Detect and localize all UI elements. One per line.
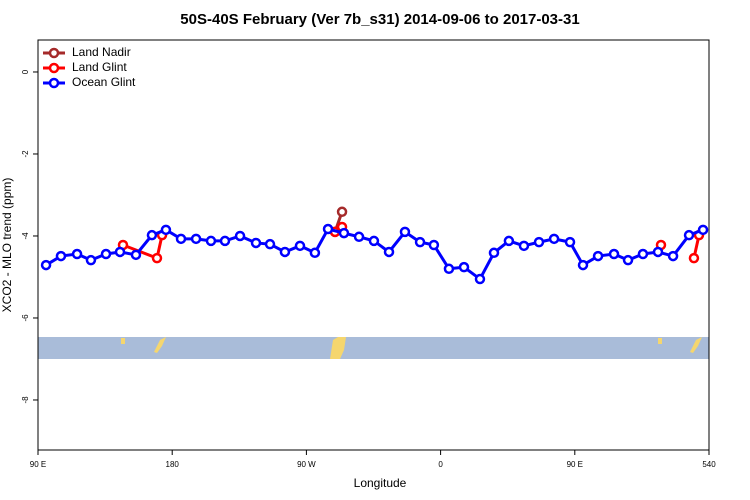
data-point (160, 224, 172, 236)
plot-frame (37, 39, 710, 451)
data-point (146, 229, 158, 241)
legend-marker (48, 47, 60, 59)
data-point (428, 239, 440, 251)
data-point (114, 246, 126, 258)
legend-label: Ocean Glint (72, 75, 136, 89)
data-point (592, 250, 604, 262)
data-point (383, 246, 395, 258)
y-axis-label: XCO2 - MLO trend (ppm) (0, 178, 14, 313)
legend-marker (48, 77, 60, 89)
data-point (652, 246, 664, 258)
data-point (338, 227, 350, 239)
data-point (250, 237, 262, 249)
data-point (205, 235, 217, 247)
legend-marker (48, 62, 60, 74)
data-point (474, 273, 486, 285)
data-point (622, 254, 634, 266)
x-tick-label: 540 (702, 460, 716, 469)
data-point (336, 206, 348, 218)
data-point (309, 247, 321, 259)
data-point (533, 236, 545, 248)
data-point (219, 235, 231, 247)
chart-title: 50S-40S February (Ver 7b_s31) 2014-09-06… (180, 11, 579, 28)
x-tick-label: 180 (166, 460, 180, 469)
data-point (488, 247, 500, 259)
data-point (399, 226, 411, 238)
data-point (151, 252, 163, 264)
data-point (458, 261, 470, 273)
legend-label: Land Glint (72, 60, 127, 74)
data-point (667, 250, 679, 262)
data-point (55, 250, 67, 262)
data-point (443, 263, 455, 275)
data-point (577, 259, 589, 271)
data-point (414, 236, 426, 248)
legend-label: Land Nadir (72, 45, 131, 59)
data-point (518, 240, 530, 252)
data-point (608, 248, 620, 260)
data-point (85, 254, 97, 266)
data-point (130, 249, 142, 261)
data-point (637, 248, 649, 260)
data-point (40, 259, 52, 271)
data-point (688, 252, 700, 264)
data-point (503, 235, 515, 247)
x-tick-label: 90 E (567, 460, 583, 469)
data-point (234, 230, 246, 242)
map-strip (38, 337, 709, 359)
x-tick-label: 0 (438, 460, 443, 469)
data-point (175, 233, 187, 245)
data-point (353, 231, 365, 243)
data-point (264, 238, 276, 250)
data-point (322, 223, 334, 235)
y-tick-label: -2 (21, 150, 30, 158)
x-tick-label: 90 E (30, 460, 46, 469)
data-point (190, 233, 202, 245)
data-point (71, 248, 83, 260)
data-point (697, 224, 709, 236)
y-tick-label: -6 (21, 314, 30, 322)
data-point (100, 248, 112, 260)
data-point (548, 233, 560, 245)
x-axis-label: Longitude (354, 476, 407, 490)
y-tick-label: -4 (21, 232, 30, 240)
data-point (279, 246, 291, 258)
y-tick-label: 0 (21, 69, 30, 74)
x-tick-label: 90 W (297, 460, 316, 469)
data-point (368, 235, 380, 247)
data-point (294, 240, 306, 252)
y-tick-label: -8 (21, 396, 30, 404)
data-point (683, 229, 695, 241)
data-point (564, 236, 576, 248)
